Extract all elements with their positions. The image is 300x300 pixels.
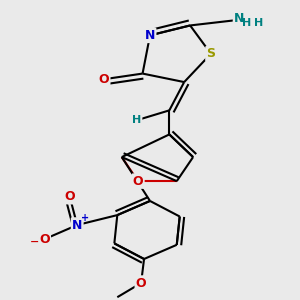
Text: S: S <box>206 47 215 60</box>
Text: O: O <box>133 175 143 188</box>
Text: H: H <box>242 18 251 28</box>
Text: N: N <box>72 218 83 232</box>
Text: N: N <box>234 12 244 25</box>
Text: H: H <box>254 18 263 28</box>
Text: −: − <box>29 237 39 247</box>
Text: O: O <box>39 233 50 246</box>
Text: O: O <box>99 73 109 86</box>
Text: O: O <box>64 190 75 203</box>
Text: +: + <box>80 213 89 223</box>
Text: H: H <box>132 115 141 125</box>
Text: O: O <box>136 277 146 290</box>
Text: N: N <box>145 29 155 42</box>
